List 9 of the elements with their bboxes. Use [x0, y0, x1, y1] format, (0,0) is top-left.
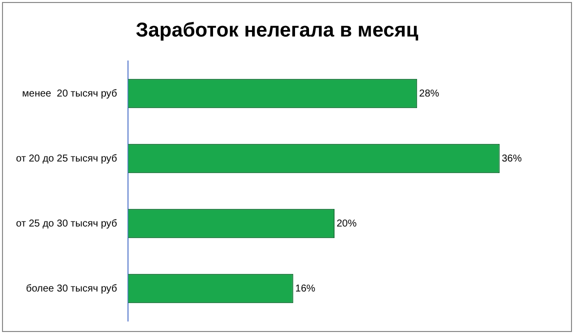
- data-label: 16%: [295, 283, 316, 294]
- y-tick-label: менее 20 тысяч руб: [22, 88, 118, 100]
- data-label: 36%: [502, 153, 522, 164]
- data-label: 20%: [336, 218, 357, 230]
- chart-title: Заработок нелегала в месяц: [136, 20, 419, 42]
- y-tick-label: от 25 до 30 тысяч руб: [16, 218, 118, 230]
- y-tick-label: от 20 до 25 тысяч руб: [16, 153, 118, 164]
- data-label: 28%: [419, 88, 440, 100]
- y-tick-label: более 30 тысяч руб: [26, 283, 118, 294]
